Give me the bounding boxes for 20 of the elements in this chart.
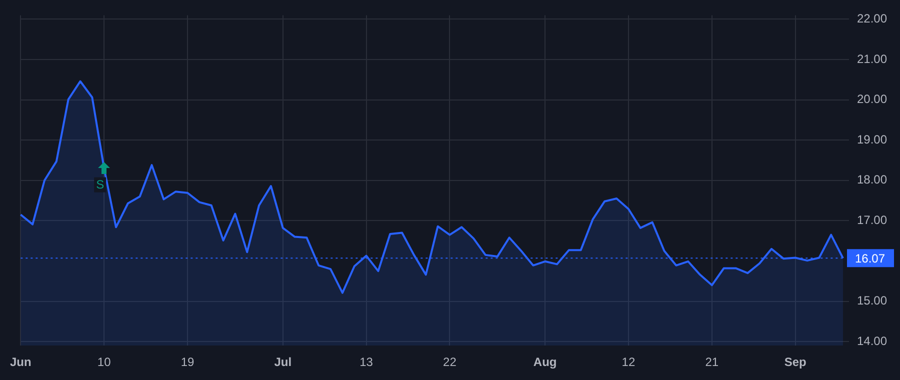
y-tick-label: 15.00: [857, 294, 888, 308]
x-tick-label: Jul: [274, 355, 292, 370]
y-tick-label: 20.00: [857, 92, 888, 106]
x-tick-label: Aug: [533, 355, 557, 370]
x-tick-label: 13: [360, 355, 374, 370]
y-tick-label: 18.00: [857, 172, 888, 187]
y-tick-label: 14.00: [857, 334, 888, 348]
x-tick-label: 22: [443, 355, 457, 370]
y-tick-label: 21.00: [857, 52, 888, 66]
y-tick-label: 19.00: [857, 132, 888, 146]
x-tick-label: 12: [622, 355, 636, 370]
y-tick-label: 17.00: [857, 213, 888, 228]
annotation: S: [96, 178, 104, 192]
x-tick-label: 21: [705, 355, 719, 370]
x-tick-label: Sep: [784, 355, 806, 370]
x-tick-label: 10: [97, 355, 112, 370]
x-tick-label: Jun: [10, 355, 32, 370]
x-tick-label: 19: [180, 355, 195, 370]
ref-line-label: 16.07: [854, 251, 886, 266]
y-tick-label: 22.00: [857, 12, 888, 26]
